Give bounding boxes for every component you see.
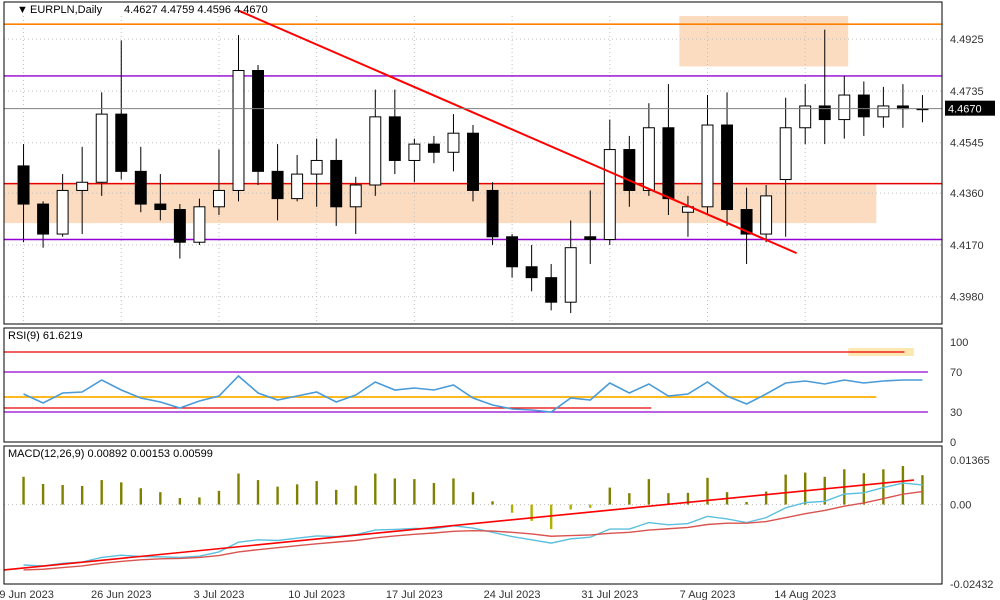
price-panel: 4.3980 4.4170 4.4360 4.4545 4.4735 4.4925 4.46… [4,2,995,324]
candle-body-up [292,174,303,199]
candle-body-down [253,71,264,172]
x-axis-label: 19 Jun 2023 [0,589,54,600]
macd-ytick-label: 0.01365 [950,455,990,467]
x-axis-label: 10 Jul 2023 [288,589,345,600]
price-ytick-label: 4.4170 [950,240,984,252]
candle-body-up [233,71,244,191]
candle-body-up [213,190,224,206]
x-axis-label: 24 Jul 2023 [484,589,541,600]
candle-body-down [819,106,830,120]
candle-body-up [604,150,615,240]
candle-body-up [780,128,791,180]
rsi-ytick-label: 100 [950,337,968,349]
macd-ytick-label: 0.00 [950,500,971,512]
candle-body-up [643,128,654,191]
candle-body-up [878,106,889,117]
macd-ytick-label: -0.02432 [950,579,993,591]
macd-panel: -0.02432 0.00 0.01365 MACD(12,26,9) 0.00892… [4,446,993,591]
dropdown-icon: ▼ [17,4,28,16]
last-price-label: 4.4670 [948,104,982,116]
price-ytick-label: 4.4925 [950,34,984,46]
price-header-ohlc: 4.4627 4.4759 4.4596 4.4670 [124,4,268,16]
candle-body-down [585,237,596,240]
candle-body-down [272,171,283,198]
candle-body-down [526,267,537,278]
candle-body-up [96,114,107,182]
rsi-ytick-label: 70 [950,367,962,379]
macd-header: MACD(12,26,9) 0.00892 0.00153 0.00599 [8,448,213,460]
candle-body-down [722,125,733,209]
candle-body-down [858,95,869,117]
candle-body-down [135,171,146,204]
price-ytick-label: 4.4545 [950,138,984,150]
candle-body-down [624,150,635,191]
rsi-panel: 0 30 70 100 RSI(9) 61.6219 [4,328,968,449]
x-axis-label: 31 Jul 2023 [581,589,638,600]
candle-body-up [194,207,205,242]
candle-body-up [311,160,322,174]
eurpln-chart-root: 4.3980 4.4170 4.4360 4.4545 4.4735 4.4925 4.46… [0,0,1000,600]
candle-body-down [507,237,518,267]
candle-body-up [565,248,576,303]
candle-body-down [155,204,166,209]
candle-body-down [468,133,479,190]
candle-body-down [428,144,439,152]
candle-body-down [487,190,498,236]
candle-body-down [116,114,127,171]
rsi-panel-border [4,328,942,442]
price-ytick-label: 4.4735 [950,86,984,98]
candle-body-down [38,204,49,234]
x-axis-label: 26 Jun 2023 [91,589,152,600]
candle-body-down [389,117,400,161]
price-ytick-label: 4.4360 [950,188,984,200]
rsi-ytick-label: 30 [950,407,962,419]
candle-body-up [800,106,811,128]
candle-body-up [409,144,420,160]
candle-body-down [663,128,674,199]
rsi-line [24,376,923,412]
candle-body-up [702,125,713,207]
candle-body-down [546,278,557,303]
rsi-header: RSI(9) 61.6219 [8,330,83,342]
price-header-symbol: EURPLN,Daily [30,4,103,16]
candle-body-down [18,166,29,204]
x-axis-label: 17 Jul 2023 [386,589,443,600]
x-axis: 19 Jun 2023 26 Jun 2023 3 Jul 2023 10 Jul 2… [0,589,836,600]
candle-body-down [331,160,342,206]
candle-body-up [370,117,381,185]
price-ytick-label: 4.3980 [950,292,984,304]
candle-body-up [57,190,68,234]
rsi-ytick-label: 0 [950,437,956,449]
candle-body-up [761,196,772,234]
candle-body-down [174,210,185,243]
candle-body-up [839,95,850,120]
x-axis-label: 3 Jul 2023 [194,589,245,600]
candle-body-up [350,185,361,207]
candle-body-up [448,133,459,152]
candle-body-up [77,182,88,190]
x-axis-label: 7 Aug 2023 [680,589,736,600]
x-axis-label: 14 Aug 2023 [774,589,836,600]
